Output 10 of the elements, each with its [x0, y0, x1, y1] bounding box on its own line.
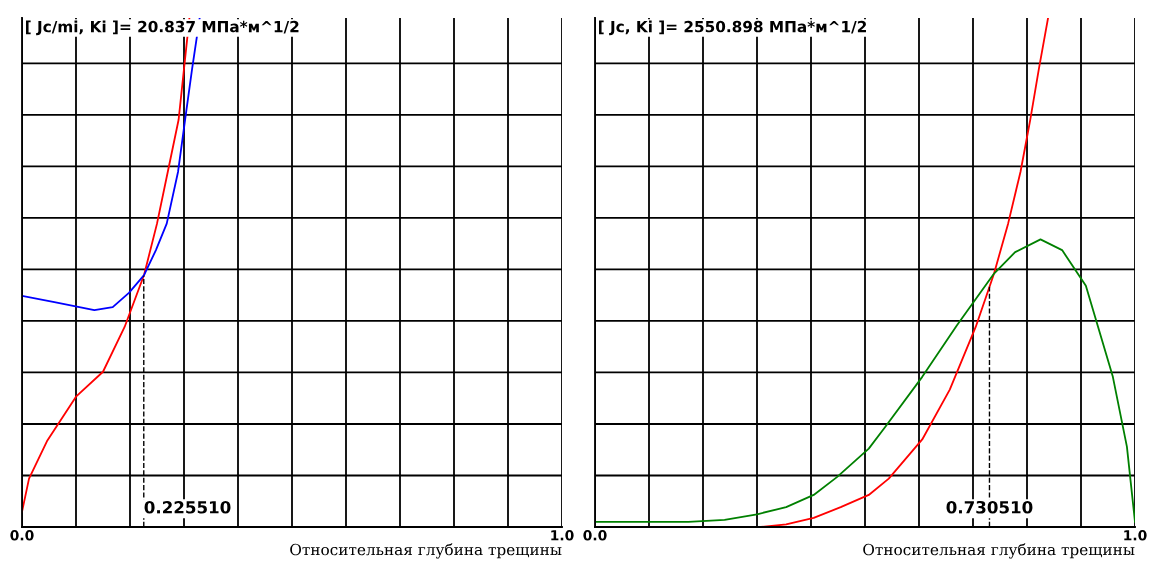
x-axis-title: Относительная глубина трещины: [863, 543, 1135, 559]
ref-line-label: 0.730510: [946, 500, 1033, 514]
x-tick-label: 0.0: [10, 530, 34, 541]
chart-title: [ Jc, Ki ]= 2550.898 МПа*м^1/2: [599, 20, 866, 36]
x-tick-label: 0.0: [583, 530, 607, 541]
x-tick-label: 1.0: [551, 530, 574, 541]
x-tick-label: 1.0: [1124, 530, 1147, 541]
ref-line-label: 0.225510: [144, 500, 231, 514]
chart-title: [ Jc/mi, Ki ]= 20.837 МПа*м^1/2: [26, 20, 299, 36]
x-axis-title: Относительная глубина трещины: [290, 543, 562, 559]
